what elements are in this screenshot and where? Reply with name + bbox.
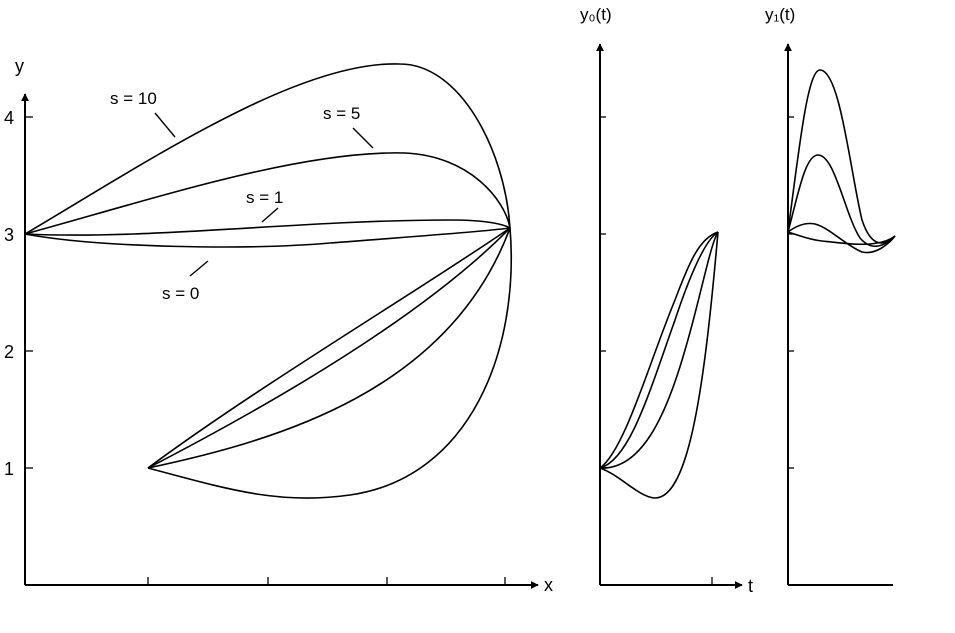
y0-t-axis-label: t — [748, 576, 753, 596]
curve-lower-2 — [147, 227, 511, 469]
curve-label-s10: s = 10 — [110, 89, 157, 108]
y0-plot: y₀(t) t — [580, 5, 753, 596]
curve-lower-4 — [147, 227, 512, 499]
curve-s5 — [24, 152, 511, 235]
leader-s0 — [189, 260, 209, 277]
curve-s1-upper — [24, 219, 511, 236]
leader-s5 — [352, 127, 374, 149]
main-plot: y x 1 2 3 4 s = 10 s = 5 s = 1 s = 0 — [4, 56, 553, 595]
main-y-tick-label: 3 — [4, 225, 14, 245]
main-y-tick-label: 4 — [4, 108, 14, 128]
main-x-axis-label: x — [544, 575, 553, 595]
y0-plot-title: y₀(t) — [580, 5, 612, 24]
y1-plot-title: y₁(t) — [765, 5, 795, 24]
curve-label-s0: s = 0 — [162, 284, 199, 303]
curve-lower-3 — [147, 227, 511, 469]
y1-plot: y₁(t) — [765, 5, 896, 586]
y0-curve-1 — [599, 231, 719, 469]
y1-curve-2 — [787, 154, 896, 247]
y0-curve-3 — [599, 231, 719, 469]
curve-label-s1: s = 1 — [246, 188, 283, 207]
main-y-tick-label: 2 — [4, 342, 14, 362]
curve-label-s5: s = 5 — [323, 104, 360, 123]
leader-s10 — [154, 112, 176, 138]
curve-lower-1 — [147, 227, 511, 469]
main-y-tick-label: 1 — [4, 459, 14, 479]
y1-curve-4 — [787, 231, 896, 246]
curve-s0-lower — [24, 227, 511, 248]
y1-curve-1 — [787, 69, 896, 244]
y1-curve-3 — [787, 222, 896, 254]
y0-curve-4 — [599, 231, 719, 499]
curve-s10 — [24, 63, 511, 235]
y0-curve-2 — [599, 231, 719, 469]
main-y-axis-label: y — [15, 56, 24, 76]
leader-s1 — [261, 207, 279, 223]
